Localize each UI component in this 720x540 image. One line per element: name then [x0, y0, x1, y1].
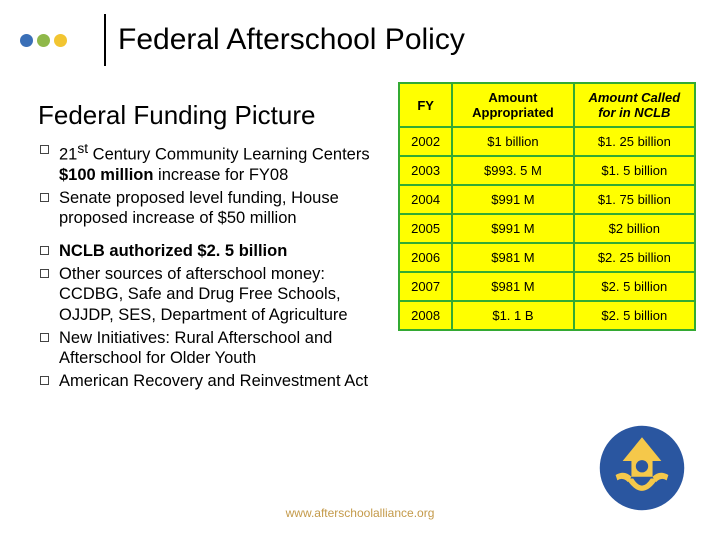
table-cell: $2. 25 billion: [574, 243, 695, 272]
table-row: 2005$991 M$2 billion: [399, 214, 695, 243]
bullet-item: Senate proposed level funding, House pro…: [40, 188, 385, 229]
bullet-square-icon: [40, 333, 49, 342]
table-cell: 2005: [399, 214, 452, 243]
bullet-square-icon: [40, 246, 49, 255]
bullet-text: New Initiatives: Rural Afterschool and A…: [59, 328, 385, 369]
table-header-cell: FY: [399, 83, 452, 127]
page-title: Federal Afterschool Policy: [118, 23, 465, 57]
dot-3: [54, 34, 67, 47]
accent-dots: [20, 34, 67, 47]
title-container: Federal Afterschool Policy: [104, 14, 465, 66]
bullet-item: American Recovery and Reinvestment Act: [40, 371, 385, 392]
bullet-square-icon: [40, 376, 49, 385]
table-cell: $981 M: [452, 272, 573, 301]
table-cell: 2003: [399, 156, 452, 185]
table-cell: $2. 5 billion: [574, 301, 695, 330]
table-row: 2003$993. 5 M$1. 5 billion: [399, 156, 695, 185]
bullet-text: Other sources of afterschool money: CCDB…: [59, 264, 385, 326]
table-cell: $1 billion: [452, 127, 573, 156]
table-cell: 2004: [399, 185, 452, 214]
table-row: 2008$1. 1 B$2. 5 billion: [399, 301, 695, 330]
table-body: 2002$1 billion$1. 25 billion2003$993. 5 …: [399, 127, 695, 330]
alliance-logo: [598, 424, 686, 512]
table-cell: $991 M: [452, 185, 573, 214]
table-header-row: FYAmount AppropriatedAmount Called for i…: [399, 83, 695, 127]
bullet-item: NCLB authorized $2. 5 billion: [40, 241, 385, 262]
dot-2: [37, 34, 50, 47]
bullet-square-icon: [40, 145, 49, 154]
table-cell: $991 M: [452, 214, 573, 243]
table-row: 2004$991 M$1. 75 billion: [399, 185, 695, 214]
bullet-square-icon: [40, 193, 49, 202]
table-cell: 2008: [399, 301, 452, 330]
bullet-text: 21st Century Community Learning Centers …: [59, 140, 385, 186]
bullet-square-icon: [40, 269, 49, 278]
table-row: 2006$981 M$2. 25 billion: [399, 243, 695, 272]
table-cell: $1. 1 B: [452, 301, 573, 330]
bullet-item: New Initiatives: Rural Afterschool and A…: [40, 328, 385, 369]
footer-url: www.afterschoolalliance.org: [286, 506, 435, 520]
table-cell: $2 billion: [574, 214, 695, 243]
bullet-item: Other sources of afterschool money: CCDB…: [40, 264, 385, 326]
bullet-group-gap: [40, 231, 385, 241]
table-cell: $2. 5 billion: [574, 272, 695, 301]
funding-table: FYAmount AppropriatedAmount Called for i…: [398, 82, 696, 331]
bullet-text: American Recovery and Reinvestment Act: [59, 371, 368, 392]
table-cell: 2006: [399, 243, 452, 272]
table-cell: $981 M: [452, 243, 573, 272]
table-cell: 2002: [399, 127, 452, 156]
table-cell: $1. 5 billion: [574, 156, 695, 185]
table-cell: $993. 5 M: [452, 156, 573, 185]
bullet-text: NCLB authorized $2. 5 billion: [59, 241, 287, 262]
bullet-item: 21st Century Community Learning Centers …: [40, 140, 385, 186]
section-subtitle: Federal Funding Picture: [38, 100, 315, 131]
table-cell: 2007: [399, 272, 452, 301]
table-header-cell: Amount Called for in NCLB: [574, 83, 695, 127]
table-cell: $1. 25 billion: [574, 127, 695, 156]
bullet-list: 21st Century Community Learning Centers …: [40, 140, 385, 393]
table-header-cell: Amount Appropriated: [452, 83, 573, 127]
table-cell: $1. 75 billion: [574, 185, 695, 214]
dot-1: [20, 34, 33, 47]
table-row: 2007$981 M$2. 5 billion: [399, 272, 695, 301]
bullet-text: Senate proposed level funding, House pro…: [59, 188, 385, 229]
table-row: 2002$1 billion$1. 25 billion: [399, 127, 695, 156]
